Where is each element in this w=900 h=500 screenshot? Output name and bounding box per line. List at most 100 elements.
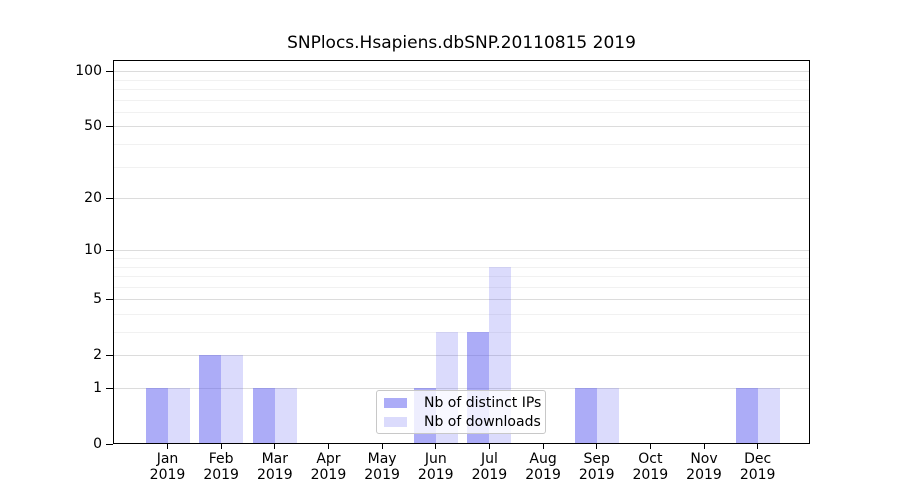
legend-label-downloads: Nb of downloads <box>424 413 541 430</box>
bar-nb-of-downloads-mar <box>274 388 297 444</box>
y-tick-label-2: 2 <box>93 347 102 364</box>
year-label: 2019 <box>417 466 454 483</box>
minor-gridline-60 <box>113 111 810 113</box>
x-tick-label-dec: Dec 2019 <box>722 451 794 483</box>
y-tick-100 <box>106 70 113 72</box>
x-tick-label-feb: Feb 2019 <box>185 451 257 483</box>
x-tick-apr <box>327 444 330 449</box>
x-tick-label-mar: Mar 2019 <box>239 451 311 483</box>
year-label: 2019 <box>525 466 561 483</box>
year-label: 2019 <box>471 466 508 483</box>
bar-nb-of-distinct-ips-feb <box>199 355 222 444</box>
major-gridline-20 <box>113 198 810 200</box>
year-label: 2019 <box>256 466 293 483</box>
year-label: 2019 <box>632 466 669 483</box>
minor-gridline-8 <box>113 266 810 268</box>
minor-gridline-90 <box>113 79 810 81</box>
month-label: Apr <box>316 451 341 467</box>
month-label: Feb <box>208 451 234 467</box>
y-tick-0 <box>106 443 113 445</box>
minor-gridline-70 <box>113 99 810 101</box>
x-tick-dec <box>757 444 759 449</box>
x-tick-aug <box>542 444 544 449</box>
month-label: Nov <box>690 451 718 467</box>
x-tick-label-apr: Apr 2019 <box>292 451 364 483</box>
major-gridline-50 <box>113 126 810 128</box>
y-tick-10 <box>106 249 113 251</box>
year-label: 2019 <box>149 466 186 483</box>
x-tick-label-may: May 2019 <box>346 451 418 483</box>
x-tick-label-jul: Jul 2019 <box>453 451 525 483</box>
y-tick-label-100: 100 <box>75 63 102 80</box>
bar-nb-of-distinct-ips-mar <box>252 388 275 444</box>
y-tick-label-50: 50 <box>84 118 102 135</box>
legend-swatch-distinct-ips <box>384 397 407 408</box>
bar-nb-of-downloads-dec <box>757 388 780 444</box>
legend-item-distinct-ips: Nb of distinct IPs <box>384 394 545 411</box>
plot-area: Nb of distinct IPs Nb of downloads <box>113 60 810 444</box>
month-label: Oct <box>638 451 663 467</box>
bar-nb-of-distinct-ips-jan <box>145 388 168 444</box>
chart-title: SNPlocs.Hsapiens.dbSNP.20110815 2019 <box>287 33 636 53</box>
month-label: Jan <box>156 451 179 467</box>
x-tick-nov <box>703 444 705 449</box>
minor-gridline-7 <box>113 276 810 278</box>
month-label: Dec <box>744 451 772 467</box>
minor-gridline-4 <box>113 313 810 315</box>
bar-nb-of-distinct-ips-sep <box>574 388 597 444</box>
y-tick-label-1: 1 <box>93 380 102 396</box>
major-gridline-10 <box>113 250 810 252</box>
x-tick-mar <box>274 444 276 449</box>
y-tick-2 <box>106 354 113 356</box>
y-tick-label-0: 0 <box>93 436 102 452</box>
bar-nb-of-downloads-sep <box>596 388 619 444</box>
minor-gridline-6 <box>113 286 810 288</box>
x-tick-label-nov: Nov 2019 <box>668 451 740 483</box>
y-tick-50 <box>106 125 113 128</box>
legend-item-downloads: Nb of downloads <box>384 413 545 430</box>
month-label: Aug <box>529 451 557 467</box>
month-label: May <box>367 451 397 467</box>
year-label: 2019 <box>739 466 776 483</box>
x-tick-label-jun: Jun 2019 <box>400 451 472 483</box>
x-tick-sep <box>596 444 598 449</box>
month-label: Jul <box>480 451 498 467</box>
month-label: Jun <box>424 451 447 467</box>
bar-nb-of-downloads-feb <box>221 355 244 444</box>
minor-gridline-40 <box>113 144 810 146</box>
minor-gridline-9 <box>113 258 810 259</box>
major-gridline-1 <box>113 388 810 389</box>
legend-swatch-downloads <box>384 416 407 427</box>
month-label: Sep <box>583 451 610 467</box>
y-tick-label-20: 20 <box>84 190 102 207</box>
bar-nb-of-downloads-jan <box>167 388 190 444</box>
year-label: 2019 <box>310 466 347 483</box>
month-label: Mar <box>261 451 288 467</box>
minor-gridline-3 <box>113 332 810 334</box>
y-tick-label-5: 5 <box>93 291 102 308</box>
minor-gridline-30 <box>113 166 810 168</box>
x-tick-label-aug: Aug 2019 <box>507 451 579 483</box>
y-tick-label-10: 10 <box>84 242 102 259</box>
year-label: 2019 <box>578 466 615 483</box>
year-label: 2019 <box>364 466 400 483</box>
year-label: 2019 <box>686 466 722 483</box>
x-tick-label-jan: Jan 2019 <box>132 451 204 483</box>
legend-label-distinct-ips: Nb of distinct IPs <box>424 394 542 411</box>
legend: Nb of distinct IPs Nb of downloads <box>376 390 546 434</box>
year-label: 2019 <box>203 466 239 483</box>
major-gridline-5 <box>113 299 810 301</box>
x-tick-jul <box>488 444 491 449</box>
x-tick-jun <box>435 444 437 449</box>
x-tick-label-sep: Sep 2019 <box>561 451 633 483</box>
minor-gridline-80 <box>113 89 810 91</box>
x-tick-jan <box>167 444 169 449</box>
major-gridline-2 <box>113 355 810 357</box>
y-tick-5 <box>106 298 113 300</box>
x-tick-oct <box>649 444 652 449</box>
y-tick-1 <box>106 387 113 389</box>
x-tick-label-oct: Oct 2019 <box>614 451 686 483</box>
bar-nb-of-distinct-ips-dec <box>735 388 758 444</box>
x-tick-feb <box>220 444 222 449</box>
